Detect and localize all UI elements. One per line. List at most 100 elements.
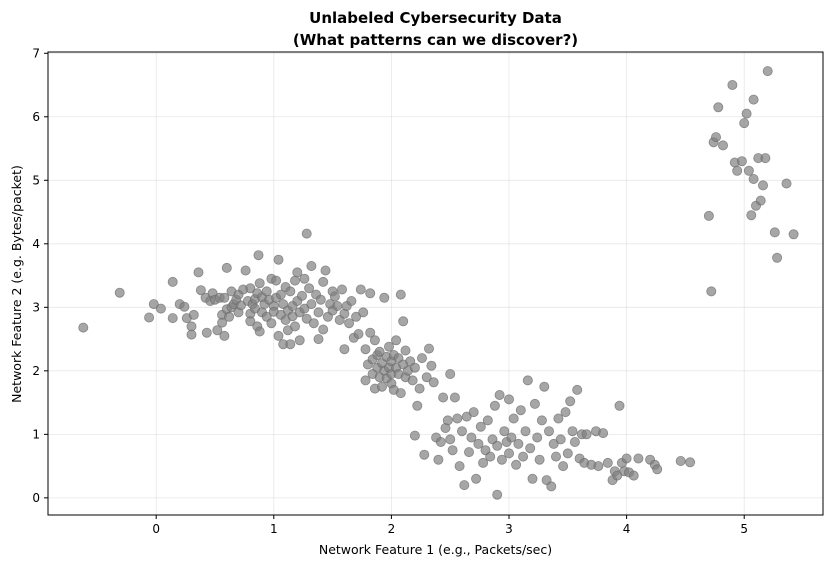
data-point <box>520 426 531 437</box>
y-tick-label: 2 <box>32 364 40 378</box>
data-point <box>289 275 300 286</box>
data-point <box>254 326 265 337</box>
data-point <box>456 426 467 437</box>
data-point <box>296 290 307 301</box>
data-point <box>614 400 625 411</box>
data-point <box>567 426 578 437</box>
data-point <box>463 447 474 458</box>
data-point <box>416 353 427 364</box>
data-point <box>315 294 326 305</box>
data-point <box>383 341 394 352</box>
data-point <box>433 454 444 465</box>
data-point <box>544 426 555 437</box>
x-tick-label: 2 <box>388 522 396 536</box>
data-point <box>485 451 496 462</box>
y-tick-label: 7 <box>32 46 40 60</box>
data-point <box>471 473 482 484</box>
data-point <box>739 118 750 129</box>
data-point <box>703 210 714 221</box>
data-point <box>360 375 371 386</box>
data-point <box>534 454 545 465</box>
data-point <box>78 322 89 333</box>
data-point <box>294 335 305 346</box>
data-point <box>167 276 178 287</box>
data-point <box>727 80 738 91</box>
data-point <box>732 165 743 176</box>
data-point <box>409 362 420 373</box>
data-point <box>598 428 609 439</box>
data-point <box>114 287 125 298</box>
data-point <box>447 445 458 456</box>
data-point <box>736 156 747 167</box>
data-point <box>503 394 514 405</box>
data-point <box>144 312 155 323</box>
data-point <box>292 267 303 278</box>
data-point <box>553 413 564 424</box>
data-point <box>313 307 324 318</box>
data-point <box>360 344 371 355</box>
data-point <box>419 449 430 460</box>
data-point <box>155 303 166 314</box>
data-point <box>496 454 507 465</box>
data-point <box>426 360 437 371</box>
data-point <box>628 470 639 481</box>
data-point <box>217 317 228 328</box>
data-point <box>445 368 456 379</box>
x-axis-ticks: 0 1 2 3 4 5 <box>152 515 748 536</box>
data-point <box>743 165 754 176</box>
data-point <box>275 289 286 300</box>
data-points <box>78 66 799 500</box>
data-point <box>332 300 343 311</box>
data-point <box>266 318 277 329</box>
data-point <box>711 132 722 143</box>
data-point <box>400 345 411 356</box>
data-point <box>473 438 484 449</box>
data-point <box>395 388 406 399</box>
data-point <box>423 343 434 354</box>
data-point <box>421 372 432 383</box>
data-point <box>261 286 272 297</box>
data-point <box>313 334 324 345</box>
data-point <box>758 180 769 191</box>
data-point <box>428 377 439 388</box>
data-point <box>546 481 557 492</box>
data-point <box>221 262 232 273</box>
data-point <box>235 300 246 311</box>
data-point <box>769 227 780 238</box>
data-point <box>438 392 449 403</box>
data-point <box>445 434 456 445</box>
data-point <box>482 415 493 426</box>
data-point <box>336 284 347 295</box>
data-point <box>466 432 477 443</box>
data-point <box>781 178 792 189</box>
x-axis-label: Network Feature 1 (e.g., Packets/sec) <box>319 542 552 557</box>
data-point <box>409 430 420 441</box>
data-point <box>273 330 284 341</box>
data-point <box>195 285 206 296</box>
x-tick-label: 0 <box>152 522 160 536</box>
data-point <box>713 102 724 113</box>
data-point <box>179 301 190 312</box>
data-point <box>454 461 465 472</box>
data-point <box>762 66 773 77</box>
data-point <box>318 324 329 335</box>
data-point <box>301 228 312 239</box>
data-point <box>718 140 729 151</box>
data-point <box>306 260 317 271</box>
data-point <box>511 459 522 470</box>
data-point <box>299 273 310 284</box>
data-point <box>320 265 331 276</box>
grid <box>48 52 823 515</box>
data-point <box>515 405 526 416</box>
data-point <box>414 383 425 394</box>
y-tick-label: 4 <box>32 237 40 251</box>
data-point <box>475 421 486 432</box>
y-axis-label: Network Feature 2 (e.g. Bytes/packet) <box>9 165 24 403</box>
y-tick-label: 3 <box>32 300 40 314</box>
data-point <box>188 309 199 320</box>
data-point <box>492 489 503 500</box>
data-point <box>355 284 366 295</box>
data-point <box>240 265 251 276</box>
data-point <box>219 292 230 303</box>
data-point <box>506 432 517 443</box>
